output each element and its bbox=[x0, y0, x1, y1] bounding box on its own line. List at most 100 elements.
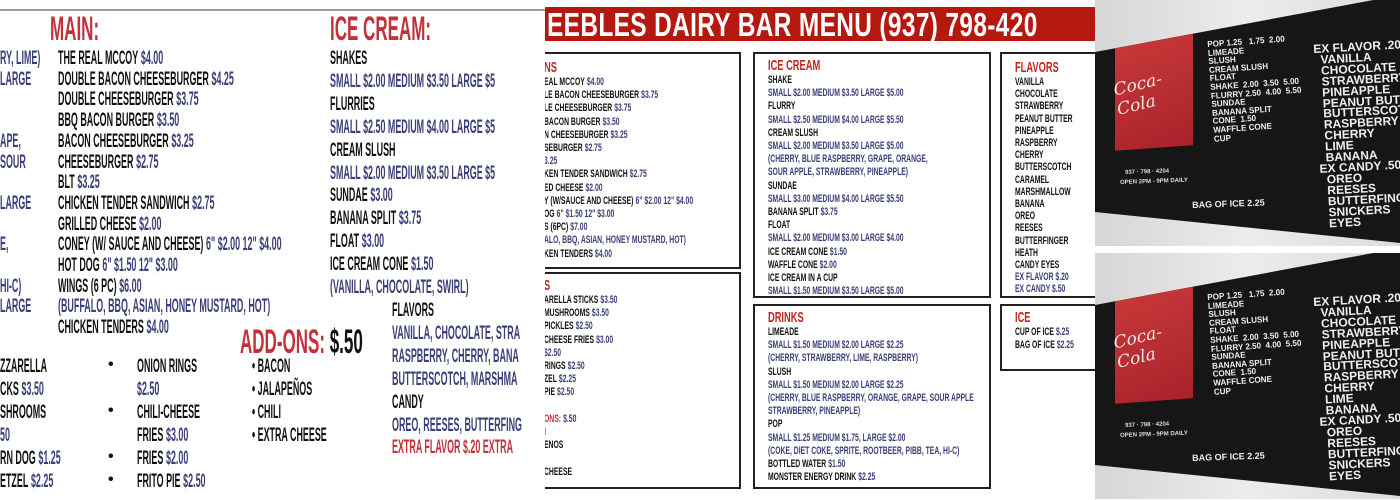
item-name: CHEESE bbox=[545, 465, 573, 478]
menu-line: ETZEL $2.25 bbox=[0, 471, 61, 494]
item-price: $1.50 bbox=[829, 245, 847, 258]
menu-line: WAFFLE CONE $2.00 bbox=[768, 259, 928, 272]
item-name: PICKLES bbox=[545, 320, 574, 333]
menu-line: SHAKE bbox=[768, 74, 928, 87]
item-price: $1.50 bbox=[411, 254, 434, 276]
menu-line: SMALL $2.00 MEDIUM $3.50 LARGE $5.00 bbox=[768, 140, 928, 153]
item-price: VANILLA, CHOCOLATE, STRA bbox=[392, 322, 521, 344]
item-price: $2.50 bbox=[137, 378, 160, 400]
menu-line: BANANA SPLIT $3.75 bbox=[330, 208, 495, 231]
menu-line: (VANILLA, CHOCOLATE, SWIRL) bbox=[330, 277, 495, 300]
menu-board-photos: Coca-Cola 937 · 798 · 4204 OPEN 2PM - 9P… bbox=[1095, 0, 1400, 500]
menu-line: OREO, REESES, BUTTERFING bbox=[392, 415, 522, 438]
flavors-list: FLAVORS VANILLA CHOCOLATE STRAWBERRY PEANUT … bbox=[1015, 59, 1073, 296]
menu-line: CANDY bbox=[392, 392, 522, 415]
menu-line: CHEESE bbox=[545, 466, 617, 479]
section-title: FLAVORS bbox=[1015, 59, 1059, 76]
item-name: ICE CREAM IN A CUP bbox=[768, 272, 838, 285]
item-price: SOUR APPLE, STRAWBERRY, PINEAPPLE) bbox=[768, 166, 909, 179]
item-price: $2.75 bbox=[629, 168, 647, 181]
menu-line: CUP OF ICE $.25 bbox=[1015, 326, 1074, 339]
item-name: CHEESEBURGER bbox=[58, 151, 134, 173]
section-items: ARELLA STICKS $3.50 MUSHROOMS $3.50 PICKLES $… bbox=[545, 294, 617, 479]
item-name: CKS bbox=[0, 378, 19, 400]
menu-line: PICKLES $2.50 bbox=[545, 320, 617, 333]
item-price: $4.25 bbox=[211, 68, 234, 90]
bullet-point: • bbox=[108, 470, 114, 488]
item-name: HOT DOG bbox=[58, 255, 100, 277]
sides-list: ONION RINGS $2.50 CHILI-CHEESE FRIES $3.00 FR… bbox=[137, 356, 206, 493]
section-items: CUP OF ICE $.25 BAG OF ICE $2.25 bbox=[1015, 326, 1074, 352]
item-price: $3.75 bbox=[641, 89, 659, 102]
menu-line: VANILLA bbox=[1015, 76, 1073, 88]
menu-line: CHERRY bbox=[1015, 149, 1073, 161]
menu-line: SHROOMS bbox=[0, 402, 61, 425]
item-price: BUTTERSCOTCH, MARSHMA bbox=[392, 368, 518, 390]
item-name: POP bbox=[768, 418, 783, 431]
item-price: $3.25 bbox=[610, 128, 628, 141]
coca-cola-logo: Coca-Cola bbox=[1112, 322, 1164, 373]
item-price: $1.25 bbox=[38, 447, 61, 469]
item-name: OG bbox=[545, 208, 555, 221]
item-price: ALO, BBQ, ASIAN, HONEY MUSTARD, HOT) bbox=[545, 234, 686, 247]
item-name: Y (W/SAUCE AND CHEESE) bbox=[545, 194, 634, 207]
item-name: ZZARELLA bbox=[0, 356, 48, 377]
item-price: $4.00 bbox=[586, 76, 604, 88]
menu-line: CREAM SLUSH bbox=[330, 140, 495, 163]
drinks-list: DRINKS LIMEADE SMALL $1.50 MEDIUM $2.00 LA… bbox=[768, 309, 974, 484]
menu-line: LE BACON CHEESEBURGER $3.75 bbox=[545, 89, 693, 102]
item-name: BAG OF ICE bbox=[1015, 339, 1055, 352]
menu-line: BUTTERSCOTCH bbox=[1015, 161, 1073, 173]
menu-line: RASPBERRY, CHERRY, BANA bbox=[392, 346, 522, 369]
menu-line: ICE CREAM CONE $1.50 bbox=[330, 254, 495, 277]
item-price: $4.00 bbox=[146, 317, 169, 339]
drinks-box: DRINKS LIMEADE SMALL $1.50 MEDIUM $2.00 LA… bbox=[753, 304, 991, 489]
item-name: ED CHEESE bbox=[545, 181, 584, 194]
item-name: BACON CHEESEBURGER bbox=[58, 130, 169, 152]
item-price: $3.00 bbox=[361, 231, 385, 253]
item-name: OREO bbox=[1015, 210, 1036, 223]
item-name: SUNDAE bbox=[768, 179, 797, 192]
menu-line: SMALL $2.00 MEDIUM $3.50 LARGE $5 bbox=[330, 71, 495, 94]
item-name: CARAMEL bbox=[1015, 173, 1050, 186]
item-name: CHERRY bbox=[1015, 149, 1044, 162]
menu-line: S (6PC) $7.00 bbox=[545, 221, 693, 234]
section-title: NS bbox=[545, 59, 557, 76]
menu-line: CARAMEL bbox=[1015, 174, 1073, 186]
menu-line: E, bbox=[0, 234, 9, 256]
item-price: $3.75 bbox=[176, 89, 199, 111]
item-price: 6" $1.50 12" $3.00 bbox=[102, 255, 178, 277]
menu-line: • BACON bbox=[252, 356, 291, 377]
item-name: FLURRIES bbox=[330, 93, 375, 115]
menu-line: $2.50 bbox=[545, 347, 617, 360]
item-name: LIMEADE bbox=[768, 326, 799, 338]
item-name: RN DOG bbox=[0, 447, 36, 469]
item-price: SMALL $1.25 MEDIUM $1.75, LARGE $2.00 bbox=[768, 431, 906, 444]
item-name: SHROOMS bbox=[0, 401, 47, 423]
item-price: SMALL $2.50 MEDIUM $4.00 LARGE $5.50 bbox=[768, 113, 904, 126]
ice-list: ICE CUP OF ICE $.25 BAG OF ICE $2.25 bbox=[1015, 309, 1074, 352]
item-price: $.25 bbox=[1055, 326, 1070, 338]
menu-line: LE CHEESEBURGER $3.75 bbox=[545, 102, 693, 115]
menu-line: REESES bbox=[1015, 222, 1073, 234]
menu-line: SMALL $1.50 MEDIUM $3.50 LARGE $5.00 bbox=[768, 285, 928, 296]
board-right-column: EX FLAVOR .20 VANILLA CHOCOLATE STRAWBER… bbox=[1313, 37, 1400, 229]
flavors-box: FLAVORS VANILLA CHOCOLATE STRAWBERRY PEANUT … bbox=[1000, 52, 1095, 298]
item-name: BBQ BACON BURGER bbox=[58, 110, 155, 132]
item-price: $2.00 bbox=[819, 258, 837, 271]
item-price: $3.50 bbox=[156, 110, 180, 132]
item-price: $2.25 bbox=[858, 471, 876, 484]
menu-line: GRILLED CHEESE $2.00 bbox=[58, 214, 282, 236]
item-price: $2.50 bbox=[575, 320, 593, 333]
menu-line: BLT $3.25 bbox=[58, 172, 282, 194]
menu-line: BANANA bbox=[1015, 198, 1073, 210]
item-price: $3.25 bbox=[171, 130, 194, 152]
item-name: BUTTERFINGER bbox=[1015, 234, 1069, 247]
menu-line: RINGS $2.50 bbox=[545, 360, 617, 373]
item-price: (VANILLA, CHOCOLATE, SWIRL) bbox=[330, 277, 469, 299]
section-title: ICE CREAM bbox=[768, 57, 821, 74]
menu-line: OG 6" $1.50 12" $3.00 bbox=[545, 208, 693, 221]
main-items-list: THE REAL MCCOY $4.00 DOUBLE BACON CHEESEBU… bbox=[58, 48, 282, 339]
item-name: LE BACON CHEESEBURGER bbox=[545, 89, 640, 102]
menu-line: BBQ BACON BURGER $3.50 bbox=[58, 110, 282, 132]
